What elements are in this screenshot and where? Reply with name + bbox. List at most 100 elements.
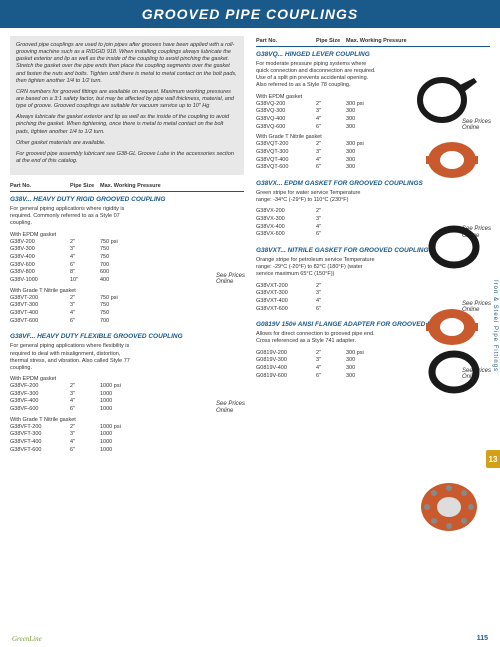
cell-partno: G38VF-600 [10,406,70,414]
cell-partno: G0819V-200 [256,350,316,358]
rigid-coupling-image [422,138,482,183]
table-row: G38VT-2002"750 psi [10,295,244,303]
cell-pressure: 300 [346,365,386,373]
footer-brand: GreenLine [12,635,42,643]
cell-pressure [346,298,386,306]
table-row: G38VT-6006"700 [10,318,244,326]
cell-pressure: 1000 [100,391,140,399]
cell-size: 4" [316,224,346,232]
cell-pressure: 600 [100,269,140,277]
cell-size: 4" [70,439,100,447]
cell-pressure [346,216,386,224]
cell-size: 6" [316,164,346,172]
cell-pressure: 300 [346,357,386,365]
section-title: G38VF... HEAVY DUTY FLEXIBLE GROOVED COU… [10,333,244,340]
section-desc: For moderate pressure piping systems whe… [256,61,376,90]
cell-partno: G38VQT-300 [256,149,316,157]
cell-size: 3" [70,302,100,310]
cell-size: 4" [316,157,346,165]
cell-pressure: 1000 psi [100,424,140,432]
cell-size: 3" [316,216,346,224]
cell-size: 2" [316,350,346,358]
cell-size: 6" [70,262,100,270]
cell-partno: G0819V-400 [256,365,316,373]
cell-pressure: 300 [346,373,386,381]
epdm-gasket-image [427,225,482,270]
cell-partno: G38VQT-400 [256,157,316,165]
cell-size: 3" [70,246,100,254]
cell-partno: G38V-600 [10,262,70,270]
cell-partno: G38V-400 [10,254,70,262]
group-label: With Grade T Nitrile gasket [10,417,244,423]
left-table-header: Part No. Pipe Size Max. Working Pressure [10,181,244,192]
cell-pressure: 300 [346,157,386,165]
intro-p1: Grooved pipe couplings are used to join … [16,42,238,85]
cell-size: 10" [70,277,100,285]
table-row: G38VFT-2002"1000 psi [10,424,244,432]
cell-partno: G38VX-200 [256,208,316,216]
cell-pressure [346,208,386,216]
cell-partno: G0819V-600 [256,373,316,381]
nitrile-gasket-image [427,350,482,395]
cell-pressure: 300 psi [346,101,386,109]
table-row: G38V-6006"700 [10,262,244,270]
table-row: G38VX-2002" [256,208,490,216]
cell-partno: G38VT-300 [10,302,70,310]
cell-size: 3" [316,290,346,298]
cell-size: 3" [316,108,346,116]
table-row: G38VF-2002"1000 psi [10,383,244,391]
cell-pressure: 1000 [100,447,140,455]
cell-pressure: 1000 [100,439,140,447]
cell-partno: G38VX-600 [256,231,316,239]
cell-partno: G38VFT-600 [10,447,70,455]
prices-note: See Prices Online [216,273,246,286]
side-category-text: Iron & Steel Pipe Fittings [492,280,498,372]
cell-size: 8" [70,269,100,277]
cell-size: 2" [316,101,346,109]
intro-p3: Always lubricate the gasket exterior and… [16,114,238,135]
group-label: With EPDM gasket [10,232,244,238]
cell-size: 2" [70,295,100,303]
cell-pressure: 750 [100,302,140,310]
table-row: G38VFT-3003"1000 [10,431,244,439]
cell-pressure: 750 [100,246,140,254]
cell-size: 2" [70,239,100,247]
table-row: G38VFT-4004"1000 [10,439,244,447]
cell-partno: G38VQ-200 [256,101,316,109]
cell-partno: G38V-800 [10,269,70,277]
left-column: Grooved pipe couplings are used to join … [10,36,244,462]
table-row: G38VX-3003" [256,216,490,224]
group-label: With Grade T Nitrile gasket [10,288,244,294]
cell-size: 4" [316,365,346,373]
cell-partno: G38VFT-400 [10,439,70,447]
th-pressure-r: Max. Working Pressure [346,38,490,44]
cell-size: 6" [316,373,346,381]
th-partno-r: Part No. [256,38,316,44]
section-desc: For general piping applications where fl… [10,343,130,372]
cell-size: 6" [70,447,100,455]
footer-page-number: 115 [477,635,488,643]
cell-partno: G38VQ-600 [256,124,316,132]
table-row: G38VT-4004"750 [10,310,244,318]
cell-partno: G38VT-400 [10,310,70,318]
cell-pressure: 300 [346,116,386,124]
table-row: G38V-4004"750 [10,254,244,262]
cell-size: 4" [316,298,346,306]
cell-pressure: 750 [100,254,140,262]
cell-pressure: 300 psi [346,350,386,358]
cell-pressure [346,224,386,232]
table-row: G38V-100010"400 [10,277,244,285]
cell-pressure: 1000 [100,406,140,414]
cell-pressure [346,283,386,291]
cell-partno: G0819V-300 [256,357,316,365]
cell-pressure: 300 [346,164,386,172]
table-row: G38VXT-3003" [256,290,490,298]
section-desc: Allows for direct connection to grooved … [256,331,376,345]
cell-partno: G38VQT-200 [256,141,316,149]
cell-size: 2" [70,383,100,391]
cell-size: 3" [316,357,346,365]
cell-pressure: 750 psi [100,239,140,247]
cell-pressure: 300 [346,149,386,157]
cell-size: 2" [316,208,346,216]
cell-size: 3" [316,149,346,157]
